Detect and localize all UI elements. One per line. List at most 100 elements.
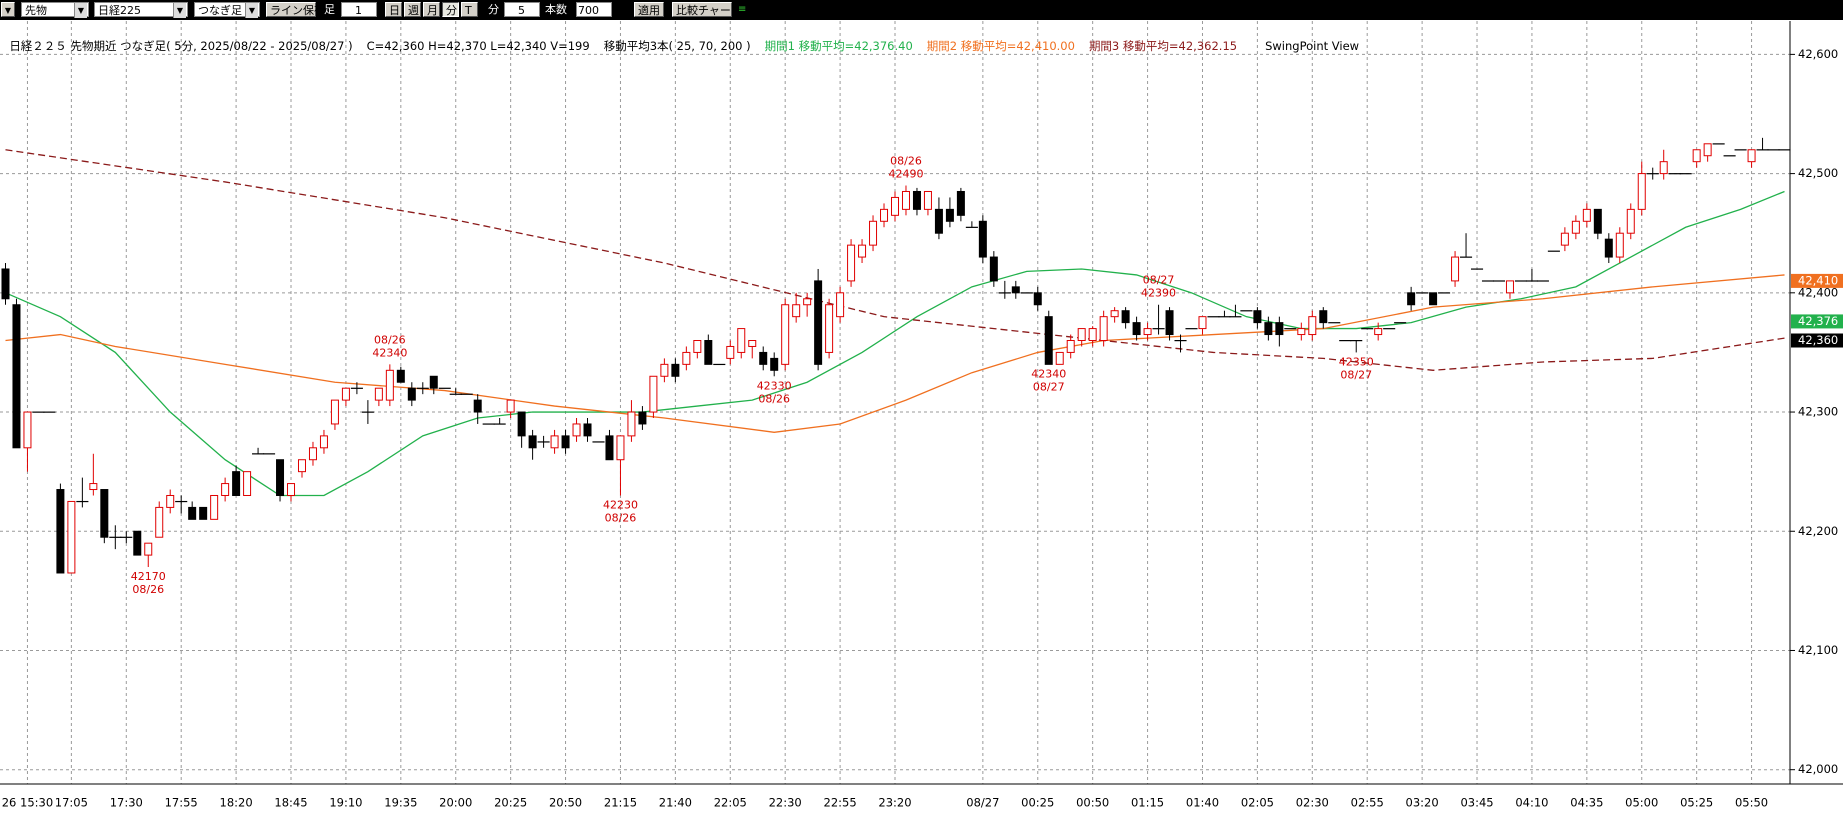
candle-body	[649, 375, 658, 413]
period-button[interactable]: 週	[404, 2, 421, 17]
candle-body	[836, 292, 845, 318]
compare-button[interactable]: 比較チャート	[672, 2, 742, 17]
chart-icon[interactable]: ≡	[738, 4, 747, 15]
candle-body	[748, 340, 757, 347]
period-button[interactable]: 分	[442, 2, 459, 17]
swing-label: 42490	[888, 168, 923, 181]
candle-body	[1460, 256, 1473, 258]
apply-button[interactable]: 適用	[634, 2, 664, 17]
candle-body	[1121, 310, 1130, 324]
candle-body	[350, 387, 363, 389]
symbol-select[interactable]: 日経225	[94, 2, 188, 18]
candle-body	[989, 256, 998, 282]
candle-body	[1088, 328, 1097, 342]
candle-body	[1547, 250, 1560, 252]
price-marker	[1791, 273, 1843, 288]
swing-label: 42340	[372, 346, 407, 359]
candle-body	[945, 208, 954, 222]
candle-body	[1099, 316, 1108, 342]
candle-body	[1438, 292, 1451, 294]
candle-body	[616, 435, 625, 461]
candle-body	[978, 220, 987, 258]
candle-body	[923, 190, 932, 210]
bar-multiple-input[interactable]: 1	[341, 2, 377, 17]
x-tick-label: 03:45	[1460, 796, 1493, 810]
candle-body	[537, 441, 550, 443]
x-tick-label: 22:30	[769, 796, 802, 810]
note: SwingPoint View	[1265, 39, 1360, 53]
symbol-type-select[interactable]: 先物	[21, 2, 89, 18]
candle-body	[308, 447, 317, 461]
x-tick-label: 03:20	[1406, 796, 1439, 810]
x-tick-label: 26 15:30	[2, 796, 53, 810]
candle-body	[76, 500, 89, 503]
candle-body	[561, 435, 570, 449]
x-tick-label: 08/27	[966, 796, 999, 810]
swing-label: 08/26	[605, 511, 637, 524]
candle-body	[330, 399, 339, 425]
y-tick-label: 42,600	[1798, 47, 1838, 61]
candle-body	[1659, 161, 1668, 175]
candle-body	[1308, 316, 1317, 336]
candle-body	[243, 471, 252, 496]
candle-body	[1033, 292, 1042, 306]
candle-body	[627, 411, 636, 437]
x-tick-label: 17:30	[110, 796, 143, 810]
candle-body	[482, 423, 495, 425]
candle-body	[1778, 149, 1791, 151]
candle-body	[175, 500, 188, 503]
candle-body	[1536, 280, 1549, 282]
candle-body	[1066, 340, 1075, 353]
swing-label: 42330	[757, 379, 792, 392]
candle-body	[221, 483, 230, 496]
candle-body	[460, 393, 473, 395]
bar-type-select[interactable]: つなぎ足	[194, 2, 260, 18]
candle-body	[1284, 328, 1297, 330]
candle-body	[23, 411, 32, 449]
count-input[interactable]: 700	[576, 2, 612, 17]
candle-body	[1560, 232, 1569, 246]
candle-body	[1571, 220, 1580, 234]
x-tick-label: 01:15	[1131, 796, 1164, 810]
candle-body	[1481, 280, 1495, 282]
menu-button[interactable]: ▼	[1, 2, 15, 17]
candle-body	[416, 387, 429, 389]
candle-body	[429, 375, 438, 389]
y-tick-label: 42,000	[1798, 762, 1838, 776]
x-tick-label: 02:55	[1351, 796, 1384, 810]
bar-label: 足	[324, 3, 335, 16]
candle-body	[891, 196, 899, 216]
period-button[interactable]: T	[461, 2, 478, 17]
x-tick-label: 19:10	[329, 796, 362, 810]
candle-body	[1582, 208, 1591, 222]
y-tick-label: 42,300	[1798, 405, 1838, 419]
save-button[interactable]: ライン保存	[266, 2, 325, 17]
interval-input[interactable]: 5	[504, 2, 540, 17]
candle-body	[109, 536, 122, 538]
candle-body	[1132, 322, 1141, 336]
candle-body	[287, 483, 296, 496]
candle-body	[341, 387, 350, 401]
period-button[interactable]: 日	[385, 2, 402, 17]
swing-label: 42230	[603, 498, 638, 511]
candle-body	[1756, 149, 1769, 151]
candle-body	[1646, 173, 1659, 175]
candle-body	[67, 500, 76, 574]
x-tick-label: 17:55	[165, 796, 198, 810]
candle-body	[473, 399, 482, 413]
candle-body	[1328, 322, 1341, 324]
x-tick-label: 05:00	[1625, 796, 1658, 810]
swing-label: 42340	[1031, 367, 1066, 380]
candle-body	[1637, 173, 1646, 210]
period-button[interactable]: 月	[423, 2, 440, 17]
swing-label: 42350	[1339, 355, 1374, 368]
candle-body	[1407, 292, 1416, 306]
x-tick-label: 20:50	[549, 796, 582, 810]
candle-body	[1615, 232, 1624, 258]
candle-body	[1692, 149, 1701, 163]
legend-entry: 期間2 移動平均=42,410.00	[926, 39, 1075, 53]
candle-body	[814, 280, 823, 365]
candle-body	[682, 351, 691, 365]
candle-body	[210, 494, 219, 520]
candle-body	[188, 506, 197, 520]
